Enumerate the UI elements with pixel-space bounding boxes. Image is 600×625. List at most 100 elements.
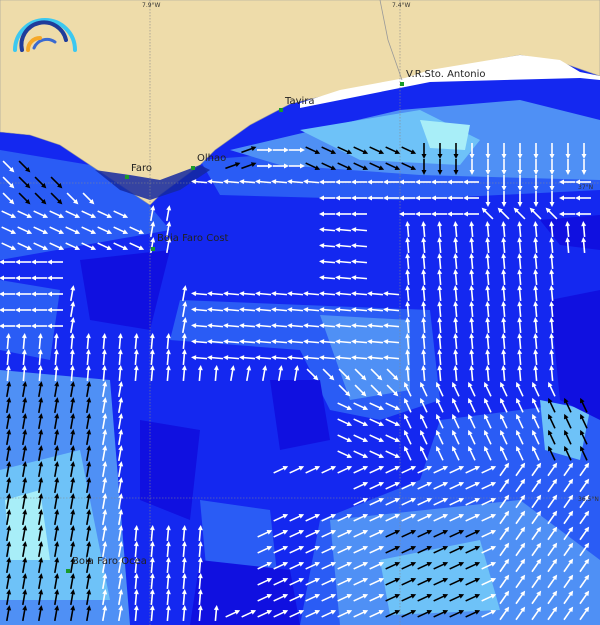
current-arrow-head — [442, 562, 449, 567]
current-arrow-head — [191, 355, 197, 361]
current-arrow-head — [520, 494, 526, 501]
current-arrow-head — [284, 163, 289, 169]
place-tavira: Tavira — [285, 96, 315, 107]
olhao-marker[interactable] — [191, 166, 195, 170]
current-arrow-head — [469, 221, 475, 227]
current-arrow-head — [197, 605, 203, 611]
current-arrow-head — [426, 498, 433, 503]
current-arrow-head — [421, 253, 427, 259]
current-arrow-head — [410, 610, 417, 615]
current-arrow-head — [74, 213, 81, 218]
current-arrow-head — [182, 301, 188, 307]
current-arrow-head — [362, 610, 369, 615]
current-arrow-head — [26, 245, 33, 250]
current-arrow-head — [31, 259, 36, 265]
current-arrow-head — [536, 606, 542, 613]
faro-marker[interactable] — [125, 175, 129, 179]
current-arrow-head — [549, 221, 555, 227]
current-arrow-head — [410, 562, 417, 567]
current-arrow-head — [453, 237, 459, 243]
vrsa-marker[interactable] — [400, 82, 404, 86]
current-arrow-head — [469, 154, 475, 159]
current-arrow-head — [38, 413, 44, 419]
current-arrow-head — [89, 199, 95, 205]
current-arrow-head — [6, 573, 12, 579]
current-arrow-head — [536, 478, 542, 485]
current-arrow-head — [25, 199, 31, 205]
current-arrow-head — [31, 275, 36, 281]
current-arrow-head — [559, 195, 564, 201]
current-arrow-head — [298, 578, 305, 583]
boia-faro-ocea-marker[interactable] — [66, 569, 70, 573]
current-arrow-head — [533, 333, 539, 339]
current-arrow-head — [431, 179, 436, 185]
current-arrow-head — [58, 229, 65, 234]
current-arrow-head — [230, 365, 236, 371]
current-arrow-head — [6, 557, 12, 563]
current-arrow-head — [404, 445, 409, 452]
current-arrow-head — [517, 365, 523, 371]
current-arrow-head — [38, 509, 44, 515]
current-arrow-head — [70, 285, 76, 291]
current-arrow-head — [239, 323, 245, 329]
current-arrow-head — [102, 477, 108, 483]
current-arrow-head — [383, 339, 389, 345]
current-arrow-head — [122, 229, 129, 234]
current-arrow-head — [362, 578, 369, 583]
current-arrow-head — [0, 275, 4, 281]
current-arrow-head — [453, 301, 459, 307]
current-arrow-head — [102, 429, 108, 435]
current-arrow-head — [452, 397, 457, 404]
current-arrow-head — [314, 546, 321, 551]
current-arrow-head — [362, 453, 369, 458]
current-arrow-head — [549, 237, 555, 243]
current-arrow-head — [300, 163, 305, 169]
current-arrow-head — [181, 605, 187, 611]
current-arrow-head — [517, 237, 523, 243]
current-arrow-head — [378, 546, 385, 551]
current-arrow-head — [469, 317, 475, 323]
current-arrow-head — [303, 339, 309, 345]
current-arrow-head — [118, 525, 124, 531]
current-arrow-head — [53, 333, 59, 339]
current-arrow-head — [255, 179, 261, 185]
boia-faro-cost-marker[interactable] — [151, 247, 155, 251]
current-arrow-head — [278, 365, 284, 371]
current-arrow-head — [207, 355, 213, 361]
current-arrow-head — [335, 195, 340, 201]
current-arrow-head — [469, 253, 475, 259]
current-arrow-head — [330, 578, 337, 583]
tavira-marker[interactable] — [279, 108, 283, 112]
current-arrow-head — [581, 170, 587, 175]
current-arrow-head — [458, 482, 465, 487]
current-arrow-head — [271, 339, 277, 345]
current-arrow-head — [319, 211, 324, 217]
current-arrow-head — [394, 421, 401, 426]
current-arrow-head — [86, 557, 92, 563]
current-arrow-head — [266, 594, 273, 599]
current-arrow-head — [346, 562, 353, 567]
current-arrow-head — [319, 243, 325, 249]
current-arrow-head — [481, 207, 487, 213]
current-arrow-head — [57, 199, 63, 205]
current-arrow-head — [549, 154, 555, 159]
current-arrow-head — [330, 466, 337, 471]
current-arrow-head — [437, 170, 443, 175]
current-arrow-head — [21, 333, 27, 339]
current-arrow-head — [319, 323, 325, 329]
lon-label-east: 7.4°W — [392, 2, 411, 9]
current-arrow-head — [319, 291, 325, 297]
current-arrow-head — [351, 211, 356, 217]
current-arrow-head — [394, 594, 401, 599]
current-arrow-head — [575, 195, 580, 201]
current-arrow-head — [22, 525, 28, 531]
current-arrow-head — [346, 594, 353, 599]
current-arrow-head — [568, 558, 574, 565]
current-arrow-head — [197, 525, 203, 531]
current-arrow-head — [319, 195, 324, 201]
current-arrow-head — [517, 253, 523, 259]
current-arrow-head — [474, 578, 481, 583]
current-arrow-head — [442, 514, 449, 519]
current-arrow-head — [250, 162, 257, 167]
